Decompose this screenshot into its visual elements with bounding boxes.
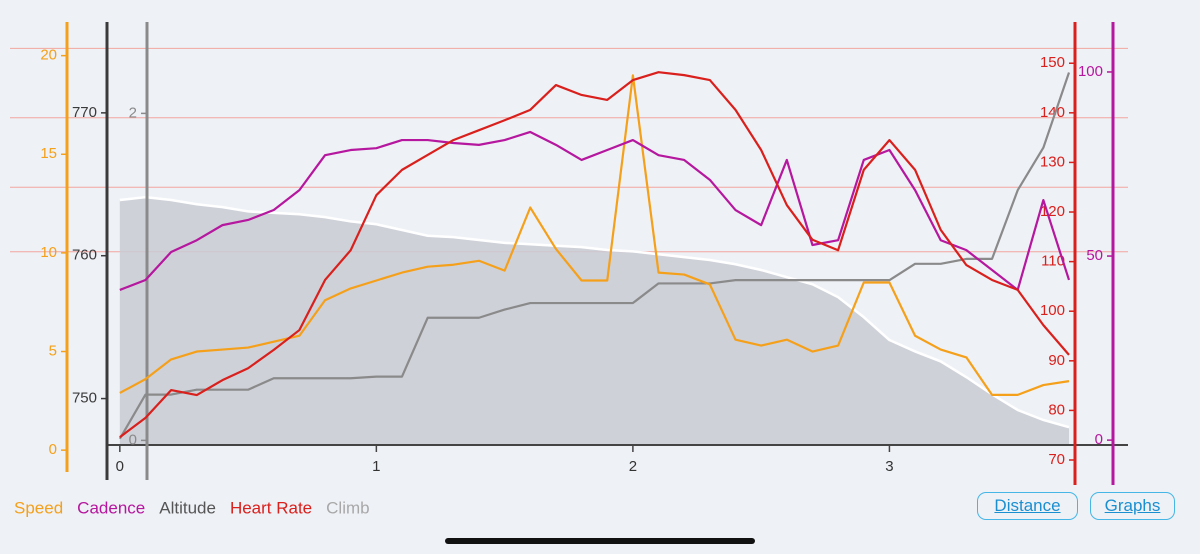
distance-button[interactable]: Distance	[977, 492, 1078, 520]
y-tick-label: 770	[72, 104, 97, 121]
y-tick-label: 100	[1040, 302, 1065, 319]
legend-entry: Cadence	[77, 498, 145, 517]
y-tick-label: 15	[40, 145, 57, 162]
series-line	[118, 72, 1071, 440]
y-tick-label: 70	[1048, 451, 1065, 468]
y-tick-label: 150	[1040, 54, 1065, 71]
y-tick-label: 750	[72, 390, 97, 407]
legend-entry: Climb	[326, 498, 369, 517]
y-tick-label: 100	[1078, 63, 1103, 80]
series-line	[119, 74, 1070, 397]
graphs-button[interactable]: Graphs	[1090, 492, 1175, 520]
x-tick-label: 2	[629, 458, 637, 475]
y-tick-label: 10	[40, 244, 57, 261]
x-tick-label: 1	[372, 458, 380, 475]
y-tick-label: 760	[72, 247, 97, 264]
y-tick-label: 0	[49, 441, 57, 458]
home-indicator	[445, 538, 755, 544]
y-tick-label: 2	[129, 104, 137, 121]
series-line	[119, 71, 1070, 439]
legend-entry: Heart Rate	[230, 498, 312, 517]
y-tick-label: 50	[1086, 247, 1103, 264]
y-tick-label: 0	[129, 431, 137, 448]
y-tick-label: 90	[1048, 352, 1065, 369]
y-tick-label: 20	[40, 47, 57, 64]
legend-entry: Speed	[14, 498, 63, 517]
y-tick-label: 110	[1041, 253, 1065, 270]
legend-entry: Altitude	[159, 498, 216, 517]
y-tick-label: 120	[1040, 203, 1065, 220]
y-tick-label: 80	[1048, 401, 1065, 418]
x-tick-label: 3	[885, 458, 893, 475]
altitude-area	[119, 197, 1069, 445]
series-line	[119, 130, 1071, 292]
y-tick-label: 130	[1040, 153, 1065, 170]
altitude-outline	[119, 195, 1070, 429]
x-tick-label: 0	[116, 458, 124, 475]
y-tick-label: 0	[1095, 431, 1103, 448]
y-tick-label: 5	[49, 342, 57, 359]
y-tick-label: 140	[1040, 104, 1065, 121]
